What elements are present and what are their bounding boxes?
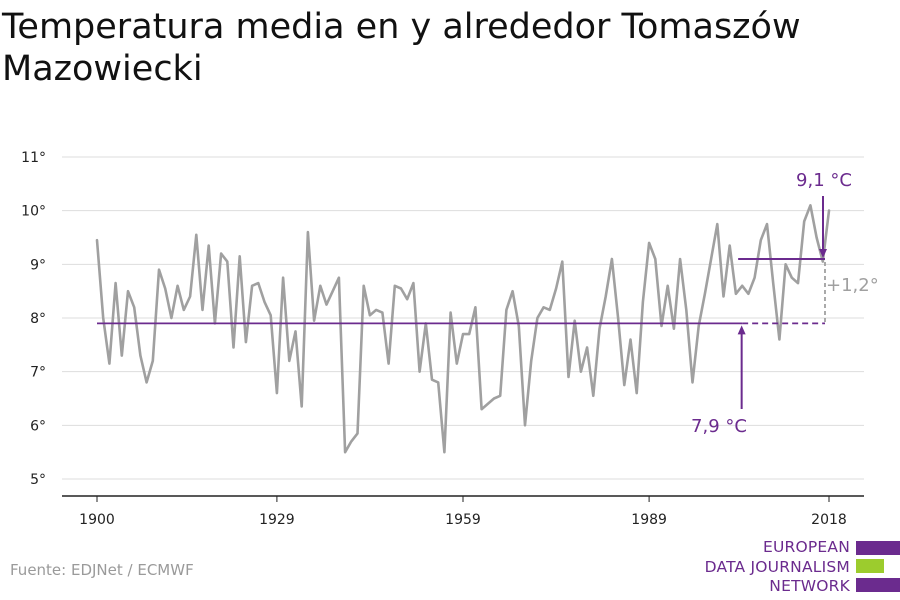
x-tick-label-1989: 1989 <box>631 512 667 528</box>
y-tick-label-6: 6° <box>30 418 46 434</box>
source-note: Fuente: EDJNet / ECMWF <box>10 561 194 579</box>
logo-line-2: DATA JOURNALISM <box>704 558 850 576</box>
series-layer <box>95 204 831 454</box>
annotations: 9,1 °C 7,9 °C +1,2° <box>691 170 879 437</box>
y-tick-label-8: 8° <box>30 311 46 327</box>
y-axis-tick-labels: 5° 6° 7° 8° 9° 10° 11° <box>21 150 46 488</box>
y-tick-label-7: 7° <box>30 365 46 381</box>
grid-lines <box>62 156 864 480</box>
logo-bar-green-bg <box>856 559 900 573</box>
x-tick-label-1900: 1900 <box>79 512 115 528</box>
recent-arrow-head <box>819 248 827 258</box>
baseline-arrow-head <box>737 325 746 335</box>
baseline-label: 7,9 °C <box>691 416 747 437</box>
logo-line-3: NETWORK <box>769 577 850 595</box>
logo-bar-green <box>856 559 884 573</box>
x-tick-label-2018: 2018 <box>811 512 847 528</box>
edjnet-logo[interactable]: EUROPEAN DATA JOURNALISM NETWORK <box>700 538 900 596</box>
x-tick-label-1959: 1959 <box>445 512 481 528</box>
difference-label: +1,2° <box>826 275 879 296</box>
reference-lines <box>97 257 826 325</box>
logo-bar-purple-1 <box>856 541 900 555</box>
recent-average-label: 9,1 °C <box>796 170 852 191</box>
logo-bar-purple-2 <box>856 578 900 592</box>
logo-line-1: EUROPEAN <box>762 538 850 556</box>
y-tick-label-5: 5° <box>30 472 46 488</box>
y-tick-label-11: 11° <box>21 150 46 166</box>
y-tick-label-9: 9° <box>30 257 46 273</box>
series-line-0 <box>95 204 831 454</box>
y-tick-label-10: 10° <box>21 204 46 220</box>
x-tick-label-1929: 1929 <box>259 512 295 528</box>
x-axis: 1900 1929 1959 1989 2018 <box>62 495 864 528</box>
chart-title: Temperatura media en y alrededor Tomaszó… <box>2 7 801 89</box>
